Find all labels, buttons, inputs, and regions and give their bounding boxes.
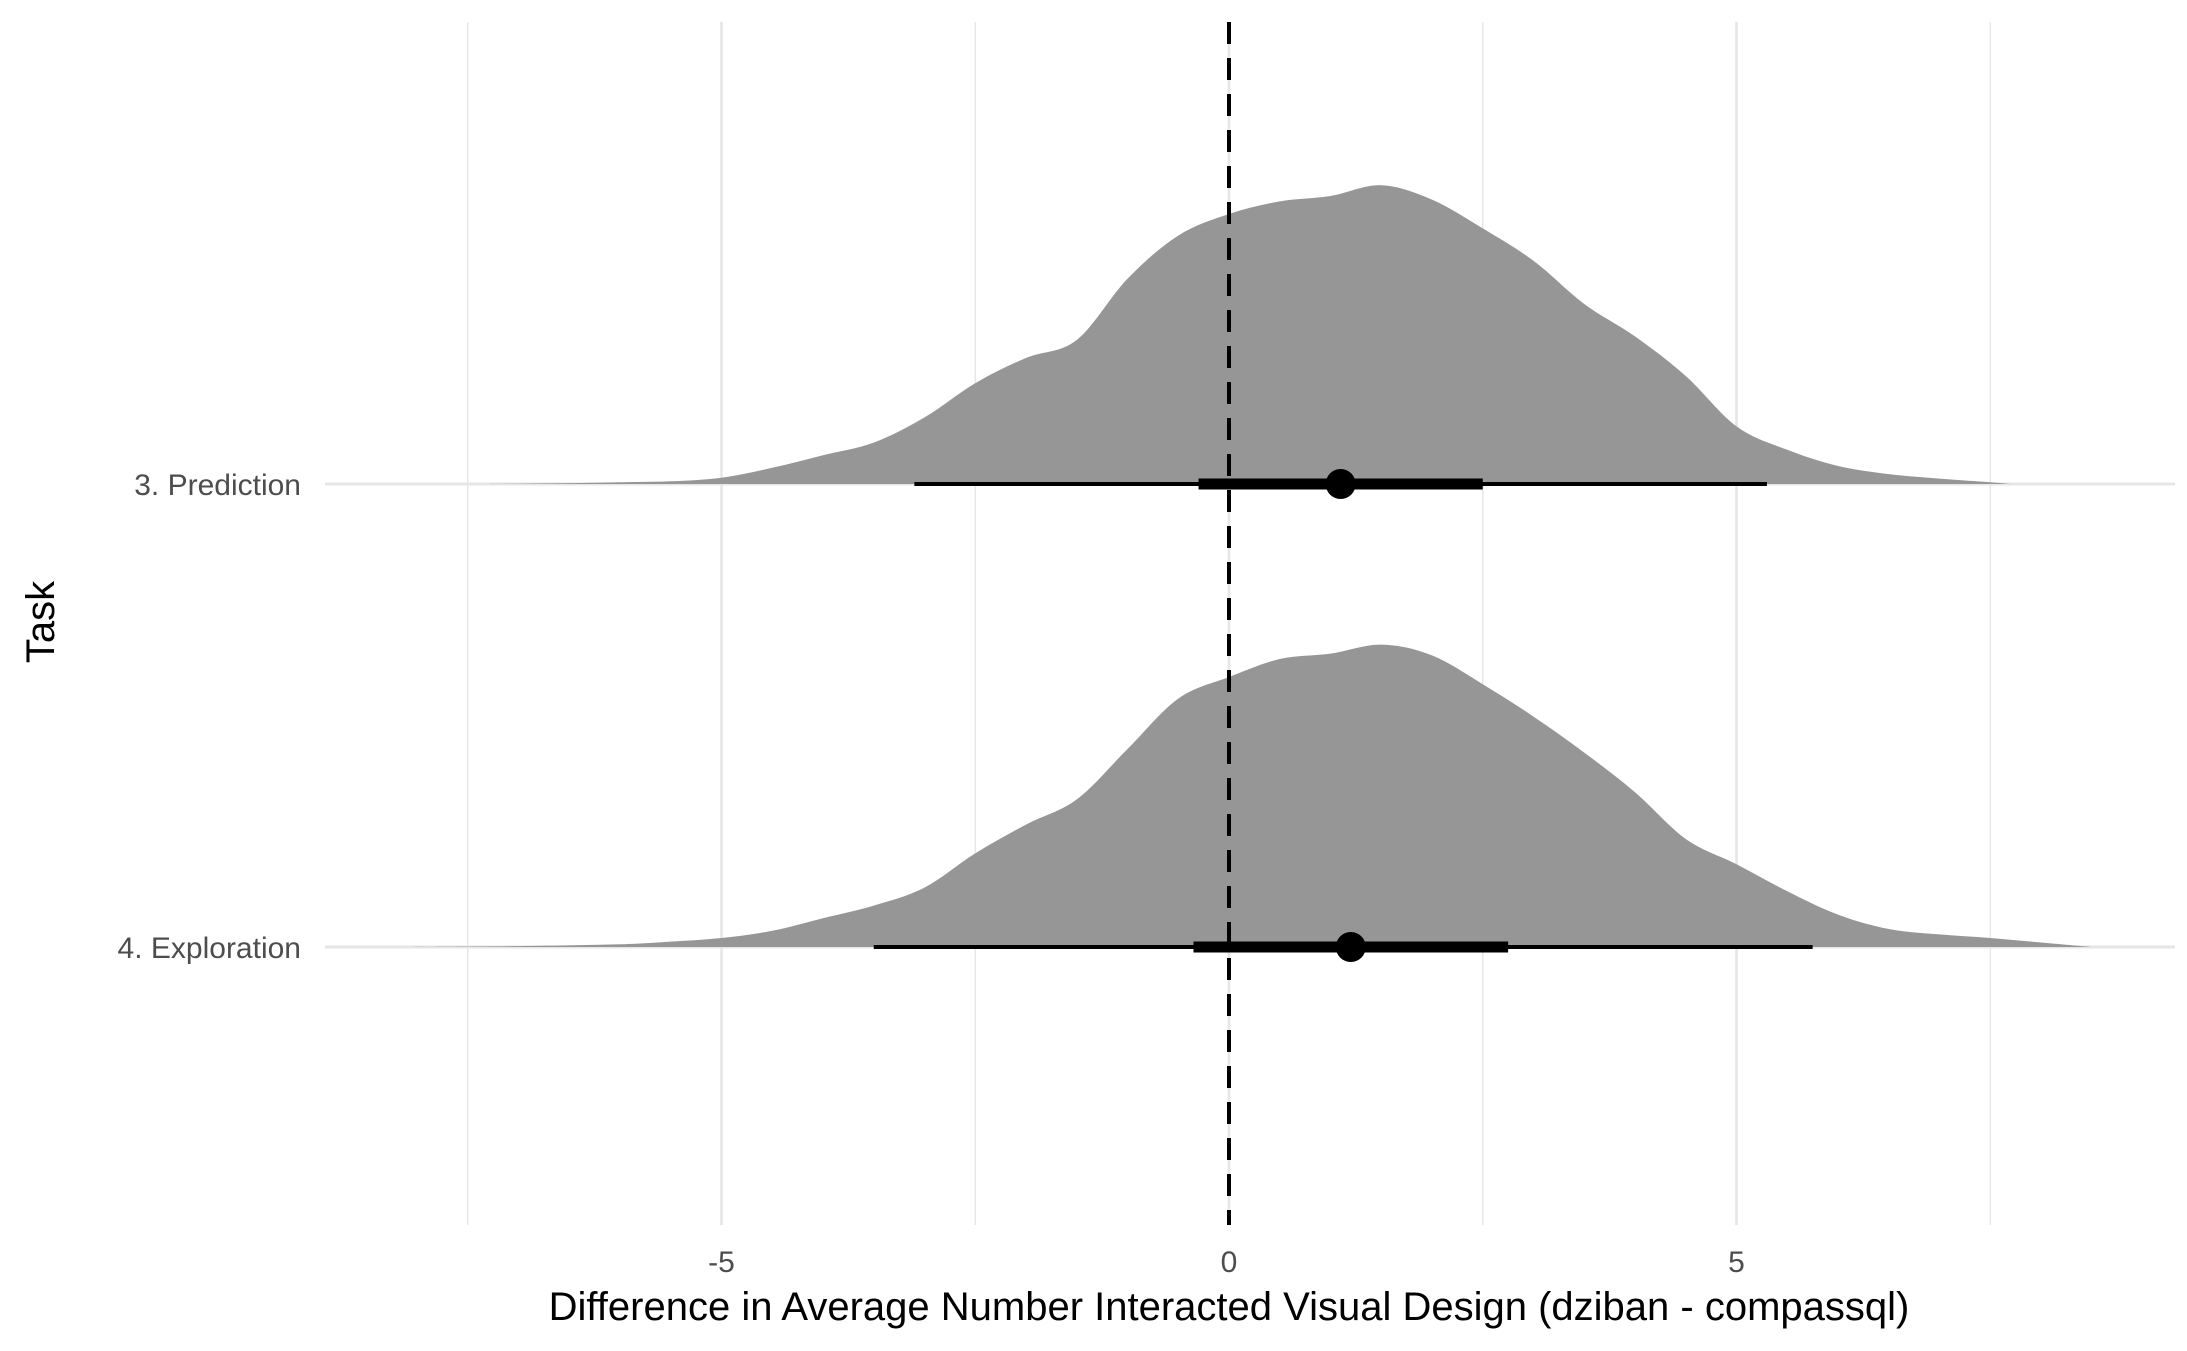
y-axis-title: Task xyxy=(19,580,63,663)
point-estimate-1 xyxy=(1325,469,1356,499)
density-areas xyxy=(396,185,2092,947)
x-tick-label: -5 xyxy=(708,1246,735,1279)
grid-lines xyxy=(325,22,2175,1225)
x-tick-label: 5 xyxy=(1728,1246,1745,1279)
tick-labels: -5 0 5 3. Prediction 4. Exploration xyxy=(118,469,1745,1279)
x-tick-label: 0 xyxy=(1221,1246,1238,1279)
x-axis-title: Difference in Average Number Interacted … xyxy=(549,1285,1910,1329)
density-area-2 xyxy=(396,644,2092,947)
y-tick-label: 4. Exploration xyxy=(118,932,301,965)
density-area-1 xyxy=(488,185,2011,485)
point-estimate-2 xyxy=(1335,932,1366,962)
y-tick-label: 3. Prediction xyxy=(134,469,301,502)
interval-layer xyxy=(873,469,1813,962)
